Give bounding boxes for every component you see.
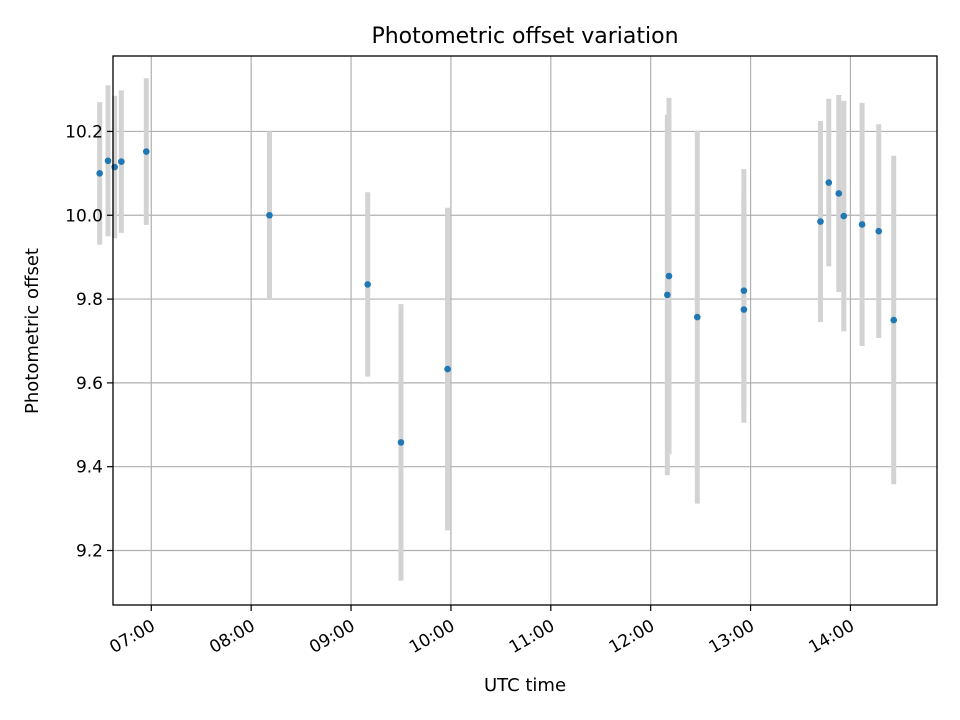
y-tick-label: 10.2 — [65, 122, 103, 142]
y-tick-label: 9.8 — [76, 290, 103, 310]
x-tick-label: 12:00 — [606, 616, 658, 658]
y-tick-label: 9.4 — [76, 458, 103, 478]
data-point — [118, 158, 125, 165]
data-point — [142, 148, 150, 155]
data-point — [858, 221, 866, 228]
y-tick-label: 9.2 — [76, 542, 103, 562]
x-tick-label: 14:00 — [806, 616, 858, 658]
x-axis-ticks: 07:00 08:00 09:00 10:00 11:00 12:00 13:00 14:00 — [106, 605, 858, 658]
data-point — [104, 157, 112, 165]
chart-title: Photometric offset variation — [371, 24, 678, 49]
data-point — [664, 291, 671, 299]
x-tick-label: 10:00 — [406, 616, 458, 658]
data-point — [825, 179, 833, 186]
data-point — [444, 365, 451, 373]
x-tick-label: 09:00 — [306, 616, 358, 658]
x-tick-label: 13:00 — [706, 616, 758, 658]
data-point — [740, 287, 748, 294]
data-point — [665, 272, 673, 280]
data-point — [875, 227, 883, 235]
data-points — [96, 148, 898, 446]
data-point — [397, 439, 405, 446]
data-point — [817, 218, 824, 225]
y-tick-label: 10.0 — [65, 206, 103, 226]
data-point — [840, 212, 848, 220]
data-point — [364, 281, 371, 288]
data-point — [890, 316, 898, 324]
plot-area-frame — [112, 55, 938, 606]
y-tick-label: 9.6 — [76, 374, 103, 394]
y-axis-ticks: 9.2 9.4 9.6 9.8 10.0 10.2 — [65, 122, 113, 562]
data-point — [835, 190, 843, 197]
x-axis-label: UTC time — [484, 675, 566, 696]
y-axis-label: Photometric offset — [22, 248, 43, 414]
data-point — [740, 306, 748, 313]
x-tick-label: 08:00 — [206, 616, 258, 658]
data-point — [96, 170, 103, 177]
data-point — [266, 211, 273, 219]
error-bars — [97, 78, 897, 581]
x-tick-label: 07:00 — [106, 616, 158, 658]
grid-lines — [113, 56, 937, 605]
x-tick-label: 11:00 — [506, 616, 558, 658]
data-point — [693, 313, 701, 321]
